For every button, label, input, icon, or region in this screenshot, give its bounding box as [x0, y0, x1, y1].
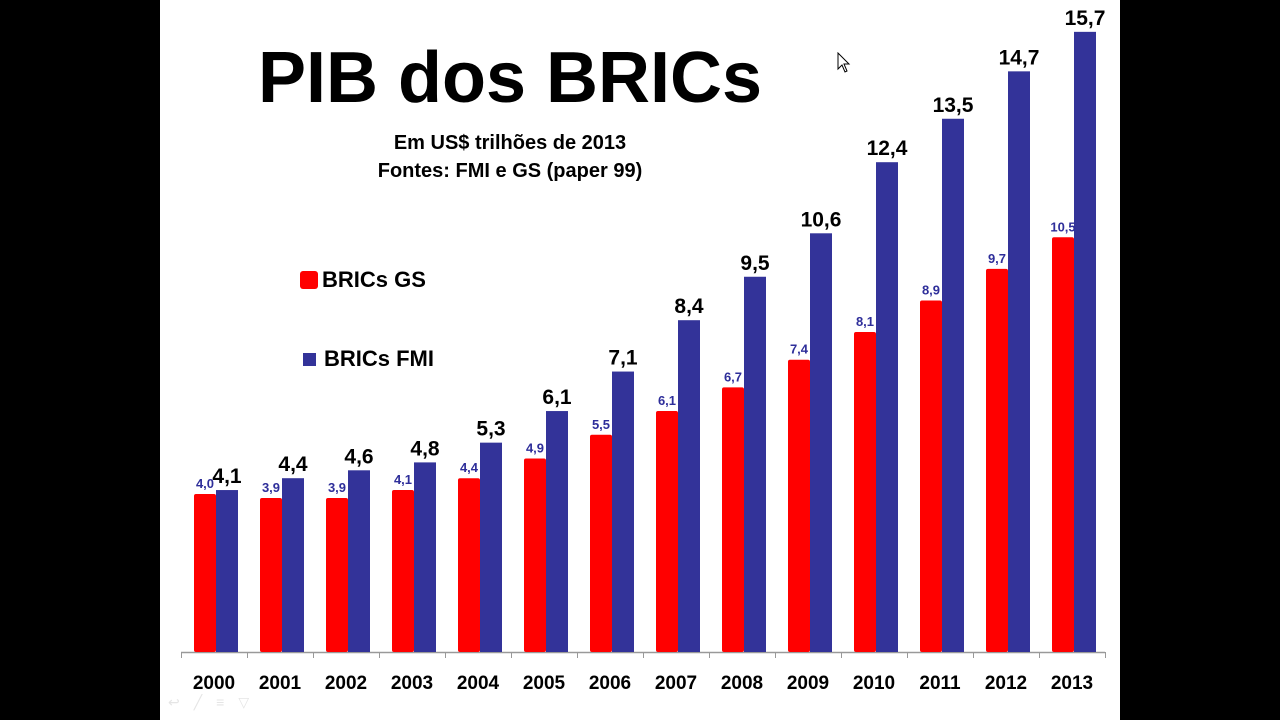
data-label-fmi-2003: 4,8	[410, 437, 440, 460]
legend-label-gs: BRICs GS	[322, 267, 426, 292]
bar-gs-2013	[1052, 237, 1074, 652]
pen-icon[interactable]: ╱	[193, 694, 203, 710]
data-label-fmi-2004: 5,3	[476, 418, 505, 441]
bar-fmi-2000	[216, 490, 238, 652]
x-tick-label-2003: 2003	[391, 673, 433, 694]
bar-gs-2010	[854, 332, 876, 652]
bar-fmi-2005	[546, 411, 568, 652]
data-label-gs-2002: 3,9	[328, 480, 346, 495]
bar-gs-2002	[326, 497, 348, 652]
data-label-fmi-2009: 10,6	[801, 208, 842, 231]
bar-fmi-2006	[612, 371, 634, 652]
chart-subtitle-units: Em US$ trilhões de 2013	[393, 132, 627, 154]
x-tick-label-2008: 2008	[721, 673, 763, 694]
arrow-back-icon[interactable]: ↩	[168, 694, 180, 710]
data-label-fmi-2002: 4,6	[344, 445, 373, 468]
data-label-fmi-2008: 9,5	[740, 252, 770, 275]
bar-gs-2003	[392, 490, 414, 652]
legend-item-gs: BRICs GS	[300, 267, 426, 293]
data-label-gs-2009: 7,4	[790, 342, 809, 357]
data-label-gs-2003: 4,1	[394, 472, 412, 487]
data-label-gs-2011: 8,9	[922, 282, 940, 297]
bar-fmi-2001	[282, 478, 304, 652]
data-label-fmi-2007: 8,4	[674, 295, 704, 318]
data-label-fmi-2000: 4,1	[212, 465, 242, 488]
x-tick-label-2013: 2013	[1051, 673, 1093, 694]
data-label-fmi-2006: 7,1	[608, 347, 638, 370]
bar-fmi-2007	[678, 320, 700, 652]
x-tick-label-2005: 2005	[523, 673, 566, 694]
bar-gs-2008	[722, 387, 744, 652]
bar-fmi-2011	[942, 118, 964, 652]
data-label-fmi-2013: 15,7	[1065, 7, 1106, 30]
x-tick-label-2012: 2012	[985, 673, 1027, 694]
x-tick-label-2000: 2000	[193, 673, 235, 694]
bar-gs-2001	[260, 497, 282, 652]
x-tick-label-2006: 2006	[589, 673, 631, 694]
bar-fmi-2010	[876, 162, 898, 652]
navigate-icon[interactable]: ▽	[238, 694, 250, 710]
legend-swatch-fmi	[303, 352, 316, 366]
slide: PIB dos BRICs Em US$ trilhões de 2013 Fo…	[160, 0, 1120, 720]
x-tick-label-2001: 2001	[259, 673, 302, 694]
x-tick-label-2002: 2002	[325, 673, 367, 694]
data-label-gs-2000: 4,0	[196, 476, 214, 491]
legend-item-fmi: BRICs FMI	[300, 346, 434, 372]
bar-fmi-2003	[414, 462, 436, 652]
bar-chart: 4,04,120003,94,420013,94,620024,14,82003…	[181, 7, 1106, 694]
bar-fmi-2009	[810, 233, 832, 653]
bar-fmi-2012	[1008, 71, 1030, 653]
bar-gs-2007	[656, 411, 678, 652]
data-label-fmi-2012: 14,7	[999, 46, 1040, 69]
bar-fmi-2002	[348, 470, 370, 652]
data-label-gs-2001: 3,9	[262, 480, 280, 495]
data-label-gs-2013: 10,5	[1050, 219, 1075, 234]
legend-label-fmi: BRICs FMI	[324, 346, 434, 371]
x-tick-label-2010: 2010	[853, 673, 895, 694]
x-tick-label-2004: 2004	[457, 673, 500, 694]
mouse-cursor-icon	[837, 52, 851, 73]
bar-gs-2006	[590, 434, 612, 652]
data-label-gs-2007: 6,1	[658, 393, 676, 408]
menu-icon[interactable]: ≡	[216, 694, 225, 710]
bar-gs-2011	[920, 300, 942, 652]
data-label-fmi-2011: 13,5	[933, 94, 974, 117]
bar-fmi-2013	[1074, 31, 1096, 653]
bar-gs-2009	[788, 359, 810, 652]
bar-gs-2012	[986, 268, 1008, 652]
chart-title: PIB dos BRICs	[257, 38, 763, 118]
data-label-fmi-2010: 12,4	[867, 137, 908, 160]
x-tick-label-2009: 2009	[787, 673, 829, 694]
data-label-gs-2004: 4,4	[460, 460, 479, 475]
data-label-gs-2005: 4,9	[526, 440, 544, 455]
x-tick-label-2011: 2011	[919, 673, 961, 694]
data-label-fmi-2001: 4,4	[278, 453, 308, 476]
bar-gs-2005	[524, 458, 546, 652]
bar-fmi-2008	[744, 276, 766, 652]
bar-fmi-2004	[480, 442, 502, 652]
bar-gs-2000	[194, 494, 216, 652]
data-label-gs-2010: 8,1	[856, 314, 874, 329]
bar-gs-2004	[458, 478, 480, 652]
x-tick-label-2007: 2007	[655, 673, 697, 694]
data-label-fmi-2005: 6,1	[542, 386, 572, 409]
data-label-gs-2006: 5,5	[592, 417, 610, 432]
slideshow-toolbar: ↩ ╱ ≡ ▽	[168, 694, 249, 711]
data-label-gs-2008: 6,7	[724, 369, 742, 384]
data-label-gs-2012: 9,7	[988, 251, 1006, 266]
chart-subtitle-sources: Fontes: FMI e GS (paper 99)	[377, 160, 643, 182]
legend-swatch-gs	[300, 271, 318, 289]
